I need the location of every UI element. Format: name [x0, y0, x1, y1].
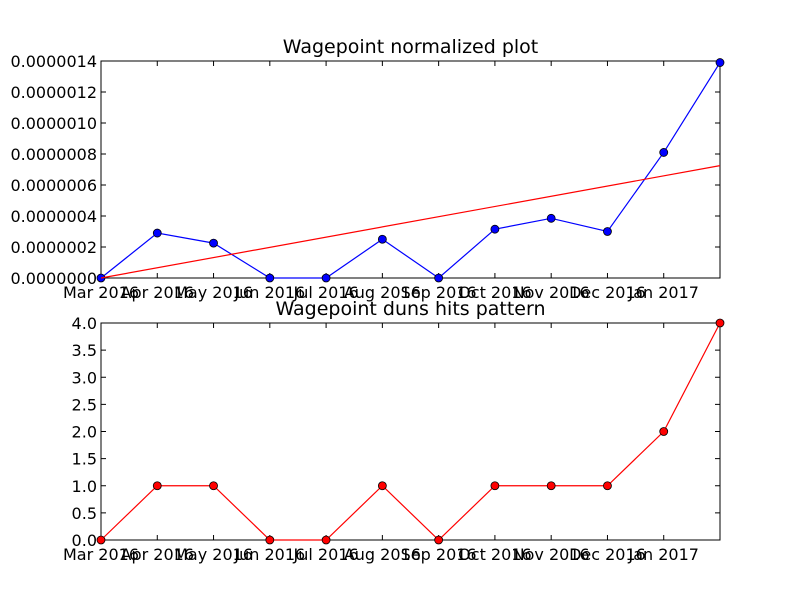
top-xtick-label: Jul 2016	[293, 283, 359, 302]
top-ytick-label: 0.0000000	[10, 269, 97, 288]
top-axes-frame	[100, 60, 721, 279]
top-series-0-point	[377, 234, 387, 244]
bottom-ytick-label: 2.0	[72, 423, 97, 442]
top-ytick-label: 0.0000012	[10, 83, 97, 102]
bottom-chart-title: Wagepoint duns hits pattern	[275, 298, 545, 320]
bottom-xtick-label: Aug 2016	[344, 545, 421, 564]
bottom-series-0-line	[100, 322, 721, 541]
top-series-0-point	[490, 224, 500, 234]
bottom-series-0-point	[96, 535, 106, 545]
top-xtick-label: May 2016	[174, 283, 253, 302]
top-series-0-point	[321, 273, 331, 283]
top-ytick-label: 0.0000002	[10, 238, 97, 257]
bottom-xtick-label: Apr 2016	[121, 545, 194, 564]
bottom-xtick-label: Jul 2016	[293, 545, 359, 564]
top-ytick-label: 0.0000004	[10, 207, 97, 226]
bottom-xtick-label: Oct 2016	[458, 545, 531, 564]
bottom-series-0-point	[659, 427, 669, 436]
top-series-0-line	[100, 62, 721, 279]
bottom-ytick-label: 4.0	[72, 314, 97, 333]
bottom-xtick-label: Jan 2017	[627, 545, 698, 564]
bottom-series-0-point	[490, 481, 500, 491]
bottom-series-0-point	[321, 535, 331, 545]
top-series-0-point	[715, 58, 725, 67]
bottom-series-0-point	[603, 481, 612, 491]
bottom-series-0-point	[265, 535, 275, 545]
top-xtick-label: Dec 2016	[569, 283, 646, 302]
top-xtick-label: Jun 2016	[233, 283, 305, 302]
bottom-chart: Wagepoint duns hits pattern 0.0 0.5 1.0 1.5 2…	[63, 298, 725, 564]
bottom-xtick-label: Mar 2016	[63, 545, 139, 564]
bottom-series-0-point	[152, 481, 162, 491]
top-ytick-label: 0.0000010	[10, 114, 97, 133]
top-series-0-point	[265, 273, 275, 283]
top-ytick-label: 0.0000006	[10, 176, 97, 195]
bottom-xtick-label: Jun 2016	[233, 545, 305, 564]
top-ytick-label: 0.0000008	[10, 145, 97, 164]
top-series-1-line	[100, 165, 721, 279]
top-xtick-label: Aug 2016	[344, 283, 421, 302]
bottom-ytick-label: 1.5	[72, 450, 97, 469]
bottom-ytick-label: 3.5	[72, 341, 97, 360]
top-xtick-label: Oct 2016	[458, 283, 531, 302]
top-series-0-point	[209, 238, 218, 248]
bottom-xtick-label: Dec 2016	[569, 545, 646, 564]
top-xtick-label: Sep 2016	[401, 283, 477, 302]
bottom-series-0-point	[715, 318, 725, 328]
top-ytick-label: 0.0000014	[10, 52, 97, 71]
bottom-ytick-label: 0.0	[72, 531, 97, 550]
top-chart-title: Wagepoint normalized plot	[283, 36, 539, 58]
bottom-ytick-label: 1.0	[72, 477, 97, 496]
charts: Wagepoint normalized plot 0.0000000 0.0000…	[10, 36, 725, 564]
top-xtick-label: Nov 2016	[513, 283, 590, 302]
top-series-0-point	[152, 228, 162, 238]
bottom-series-0-point	[434, 535, 444, 545]
bottom-ytick-label: 3.0	[72, 368, 97, 387]
bottom-ytick-label: 2.5	[72, 395, 97, 414]
top-series-0-point	[434, 273, 444, 283]
top-series-0-point	[603, 227, 612, 236]
bottom-xtick-label: Sep 2016	[401, 545, 477, 564]
bottom-xtick-label: Nov 2016	[513, 545, 590, 564]
bottom-series-0-point	[546, 481, 556, 491]
bottom-ytick-label: 0.5	[72, 504, 97, 523]
top-series-0-point	[659, 148, 669, 157]
top-xtick-label: Jan 2017	[627, 283, 698, 302]
top-xtick-label: Mar 2016	[63, 283, 139, 302]
top-chart: Wagepoint normalized plot 0.0000000 0.0000…	[10, 36, 725, 302]
top-xtick-label: Apr 2016	[121, 283, 194, 302]
bottom-series-0-point	[209, 481, 218, 491]
bottom-series-0-point	[377, 481, 387, 491]
top-series-0-point	[546, 213, 556, 223]
bottom-xtick-label: May 2016	[174, 545, 253, 564]
